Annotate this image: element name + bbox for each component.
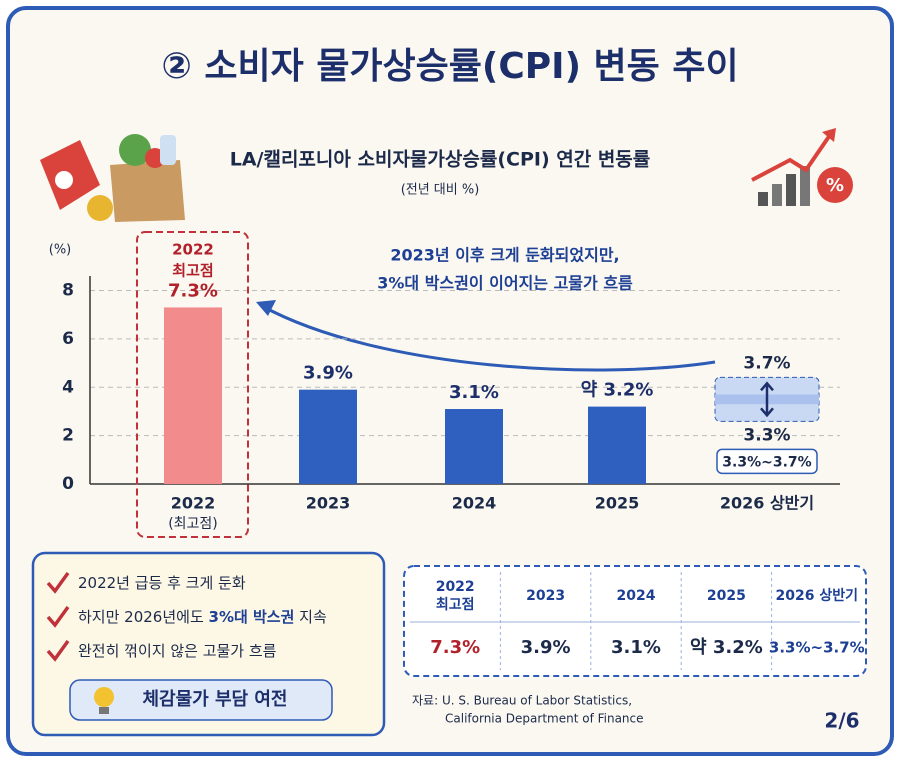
annotation: 3%대 박스권이 이어지는 고물가 흐름: [377, 274, 633, 293]
y-tick-label: 0: [62, 474, 74, 494]
bulb-base: [99, 707, 109, 714]
highlight-label: 2022: [172, 241, 214, 259]
highlight-label: 최고점: [172, 262, 213, 280]
bulb-icon: [94, 687, 114, 707]
value-label: 7.3%: [168, 280, 218, 301]
page-number: 2/6: [824, 709, 859, 733]
bar-chart: 0 2 4 6 8 2022 최고점 2022 (최고점) 7.3% 2023 3.9% 2024 3.1…: [62, 231, 840, 538]
source-line: California Department of Finance: [445, 712, 644, 726]
trend-arrow-head: [256, 300, 276, 316]
table-header: 2026 상반기: [776, 587, 858, 604]
note-part: 3%대 박스권: [209, 608, 295, 626]
table-header: 2023: [526, 588, 565, 604]
callout-box: [69, 679, 333, 721]
check-icon: [46, 605, 70, 628]
table-header: 2025: [707, 588, 746, 604]
x-tick-label: 2024: [452, 494, 497, 513]
shopping-icon: [40, 134, 185, 222]
svg-text:%: %: [826, 175, 844, 196]
source-line: 자료: U. S. Bureau of Labor Statistics,: [412, 694, 632, 708]
note-part: 완전히 꺾이지 않은 고물가 흐름: [78, 642, 277, 660]
bar: [588, 406, 646, 484]
trend-arrow: [261, 304, 716, 372]
check-icon: [46, 571, 70, 594]
check-icon: [46, 639, 70, 662]
value-label: 3.1%: [449, 382, 499, 403]
y-tick-label: 4: [62, 377, 74, 397]
range-label-box: [716, 448, 818, 475]
bar: [164, 307, 222, 484]
x-tick-note: (최고점): [168, 516, 218, 532]
note-item: 2022년 급등 후 크게 둔화: [78, 574, 246, 592]
note-part: 하지만 2026년에도: [78, 608, 209, 626]
range-low-label: 3.3%: [743, 425, 790, 445]
callout-text: 체감물가 부담 여전: [142, 689, 287, 710]
x-tick-label: 2026 상반기: [720, 494, 814, 513]
page-title: ② 소비자 물가상승률(CPI) 변동 추이: [161, 46, 738, 87]
table-cell: 약 3.2%: [690, 636, 763, 658]
table-header: 2022: [436, 579, 475, 595]
x-tick-label: 2023: [306, 494, 351, 513]
range-arrow-head: [760, 381, 774, 418]
bar: [299, 389, 357, 484]
table-cell: 7.3%: [430, 637, 480, 658]
value-label: 3.9%: [303, 363, 353, 384]
table-header: 2024: [617, 588, 656, 604]
highlight-box: [136, 231, 249, 538]
y-tick-label: 2: [62, 426, 74, 446]
bar: [445, 409, 503, 484]
chart-subtitle: (전년 대비 %): [401, 183, 480, 198]
table-box: [403, 565, 867, 677]
table-cell: 3.3%~3.7%: [769, 639, 865, 657]
table-cell: 3.1%: [611, 637, 661, 658]
note-part: 지속: [294, 608, 327, 626]
x-tick-label: 2025: [595, 494, 640, 513]
note-item: 완전히 꺾이지 않은 고물가 흐름: [78, 642, 277, 660]
chart-title: LA/캘리포니아 소비자물가상승률(CPI) 연간 변동률: [230, 149, 651, 171]
growth-icon: %: [751, 128, 853, 206]
range-label: 3.3%~3.7%: [722, 454, 811, 470]
y-axis-label: (%): [49, 243, 72, 258]
value-label: 약 3.2%: [581, 379, 654, 401]
range-high-label: 3.7%: [743, 353, 790, 373]
y-tick-label: 8: [62, 281, 74, 301]
note-part: 2022년 급등 후 크게 둔화: [78, 574, 246, 592]
table-cell: 3.9%: [521, 637, 571, 658]
x-tick-label: 2022: [171, 494, 216, 513]
note-item: 하지만 2026년에도 3%대 박스권 지속: [78, 608, 327, 626]
table-header: 최고점: [436, 596, 475, 613]
annotation: 2023년 이후 크게 둔화되었지만,: [390, 246, 619, 265]
y-tick-label: 6: [62, 329, 74, 349]
